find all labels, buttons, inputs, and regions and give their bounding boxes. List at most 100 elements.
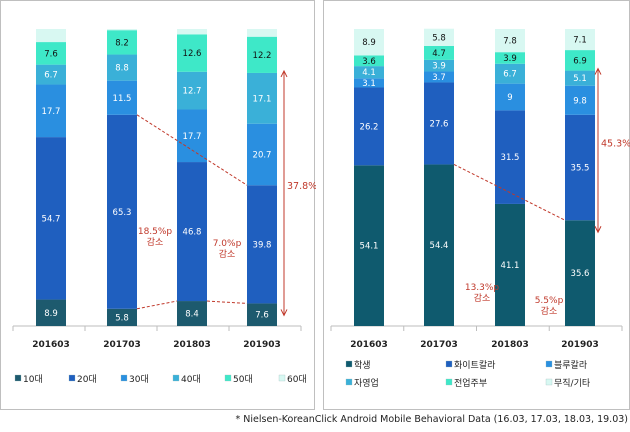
- bar-segment: [247, 303, 277, 326]
- data-label: 11.5: [113, 94, 132, 104]
- data-label: 4.7: [432, 49, 446, 59]
- bar-segment: [565, 114, 595, 221]
- data-label: 7.6: [44, 49, 58, 59]
- share-annotation: 45.3%: [601, 138, 630, 149]
- bar-segment: [565, 85, 595, 115]
- bar-segment: [495, 110, 525, 204]
- bar-segment: [565, 220, 595, 326]
- legend-label: 10대: [23, 374, 43, 385]
- data-label: 35.6: [571, 269, 590, 279]
- legend-swatch: [545, 360, 553, 368]
- category-label: 201803: [491, 340, 529, 350]
- data-label: 8.4: [185, 310, 199, 320]
- bracket-arrowhead-up: [280, 69, 288, 78]
- data-label: 3.9: [503, 54, 517, 64]
- decrease-annotation: 5.5%p: [535, 296, 564, 306]
- legend-swatch: [120, 374, 128, 382]
- legend-label: 20대: [77, 374, 97, 385]
- data-label: 17.7: [183, 132, 202, 142]
- data-label: 8.8: [115, 64, 129, 74]
- legend-swatch: [345, 378, 353, 386]
- bar-segment: [424, 164, 454, 326]
- legend-swatch: [545, 378, 553, 386]
- bar-segment: [36, 42, 66, 65]
- right-chart-panel: 54.1 26.2 3.1 4.1 3.6 8.9 201603 54.4 27.6 3.7 3.9…: [323, 0, 630, 410]
- category-label: 201803: [173, 340, 211, 350]
- bar-segment: [495, 63, 525, 84]
- bar-segment: [177, 71, 207, 110]
- bar-segment: [36, 137, 66, 300]
- data-label: 8.9: [362, 38, 376, 48]
- bar-segment: [247, 72, 277, 124]
- decrease-annotation: 13.3%p: [465, 283, 500, 293]
- trend-dashed-line: [453, 163, 566, 221]
- legend-swatch: [445, 360, 453, 368]
- bar-segment: [177, 162, 207, 302]
- legend-swatch: [278, 374, 286, 382]
- bar-segment: [354, 29, 384, 56]
- bar-segment: [247, 29, 277, 37]
- legend-label: 60대: [287, 374, 307, 385]
- data-label: 31.5: [501, 153, 520, 163]
- data-label: 6.7: [503, 70, 517, 80]
- category-label: 201603: [350, 340, 388, 350]
- bar-segment: [177, 34, 207, 72]
- bar-segment: [36, 29, 66, 43]
- bar-segment: [354, 87, 384, 166]
- data-label: 9: [507, 93, 512, 103]
- legend-label: 화이트칼라: [454, 360, 496, 371]
- left-chart-panel: 8.9 54.7 17.7 6.7 7.6 201603 5.8 65.3 11.5 8.8 8.2…: [0, 0, 316, 410]
- data-label: 12.7: [183, 87, 202, 97]
- category-label: 201903: [561, 340, 599, 350]
- data-label: 7.8: [503, 37, 517, 47]
- legend-swatch: [68, 374, 76, 382]
- age-stacked-bar-chart: 8.9 54.7 17.7 6.7 7.6 201603 5.8 65.3 11.5 8.8 8.2…: [12, 29, 316, 385]
- bar-segment: [354, 165, 384, 326]
- bar-segment: [177, 29, 207, 35]
- bar-segment: [424, 71, 454, 83]
- decrease-annotation: 18.5%p: [138, 227, 173, 237]
- legend-label: 50대: [233, 374, 253, 385]
- data-label: 54.1: [360, 242, 379, 252]
- bar-segment: [495, 29, 525, 53]
- trend-dashed-line: [136, 300, 178, 310]
- legend-swatch: [445, 378, 453, 386]
- legend-label: 30대: [129, 374, 149, 385]
- data-label: 17.7: [42, 107, 61, 117]
- decrease-annotation-suffix: 감소: [219, 248, 236, 260]
- data-label: 41.1: [501, 261, 520, 271]
- data-label: 7.6: [255, 311, 269, 321]
- data-label: 54.7: [42, 214, 61, 224]
- bar-segment: [424, 45, 454, 60]
- bar-segment: [177, 301, 207, 326]
- bar-segment: [107, 308, 137, 326]
- share-annotation: 37.8%: [287, 181, 316, 192]
- bar-segment: [107, 29, 137, 31]
- legend-label: 전업주부: [454, 378, 487, 389]
- bracket-arrowhead-up: [594, 67, 602, 75]
- category-label: 201703: [420, 340, 458, 350]
- bar-segment: [247, 185, 277, 304]
- decrease-annotation-suffix: 감소: [541, 305, 558, 317]
- source-footnote: * Nielsen-KoreanClick Android Mobile Beh…: [235, 414, 628, 425]
- data-label: 6.9: [573, 56, 587, 66]
- decrease-annotation-suffix: 감소: [474, 292, 491, 304]
- data-label: 4.1: [362, 68, 376, 78]
- decrease-annotation-suffix: 감소: [147, 236, 164, 248]
- legend-label: 학생: [354, 360, 371, 371]
- data-label: 8.2: [115, 38, 129, 48]
- legend-label: 자영업: [354, 378, 379, 389]
- bar-segment: [107, 80, 137, 115]
- legend-swatch: [345, 360, 353, 368]
- bar-segment: [107, 30, 137, 55]
- category-label: 201603: [32, 340, 70, 350]
- data-label: 3.1: [362, 79, 376, 89]
- data-label: 27.6: [430, 119, 449, 129]
- legend-swatch: [224, 374, 232, 382]
- bar-segment: [36, 84, 66, 138]
- data-label: 5.1: [573, 74, 587, 84]
- bar-segment: [354, 55, 384, 67]
- bar-segment: [247, 36, 277, 73]
- bar-segment: [107, 54, 137, 81]
- bracket-arrowhead-down: [280, 309, 288, 317]
